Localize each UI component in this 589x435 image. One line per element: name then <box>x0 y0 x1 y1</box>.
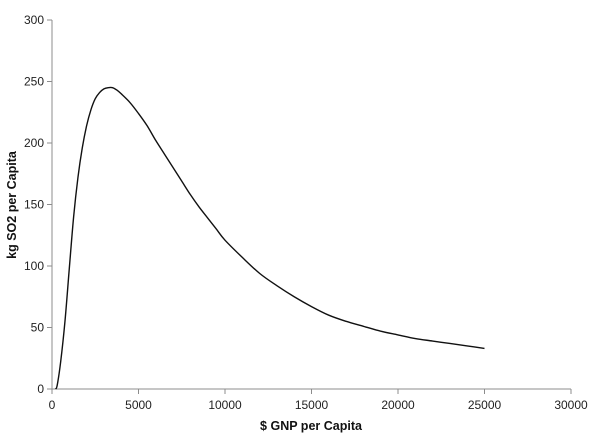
y-tick-label: 300 <box>24 13 44 27</box>
y-tick-label: 250 <box>24 75 44 89</box>
x-tick-label: 20000 <box>381 398 415 412</box>
y-axis-ticks: 0 50 100 150 200 250 300 <box>24 13 52 396</box>
x-tick-label: 0 <box>49 398 56 412</box>
x-tick-label: 25000 <box>468 398 502 412</box>
x-axis-title: $ GNP per Capita <box>260 419 363 433</box>
y-tick-label: 100 <box>24 259 44 273</box>
y-tick-label: 200 <box>24 136 44 150</box>
x-axis-ticks: 0 5000 10000 15000 20000 25000 30000 <box>49 389 588 412</box>
series-layer <box>54 86 485 390</box>
y-tick-label: 50 <box>31 321 45 335</box>
series-line <box>54 86 485 390</box>
y-tick-label: 150 <box>24 198 44 212</box>
y-tick-label: 0 <box>37 382 44 396</box>
x-tick-label: 30000 <box>554 398 588 412</box>
y-axis-title: kg SO2 per Capita <box>5 150 19 259</box>
x-tick-label: 5000 <box>125 398 152 412</box>
x-tick-label: 10000 <box>208 398 242 412</box>
plot-area: 0 50 100 150 200 250 300 0 5000 10000 15000 20000 2… <box>24 13 588 412</box>
x-tick-label: 15000 <box>295 398 329 412</box>
